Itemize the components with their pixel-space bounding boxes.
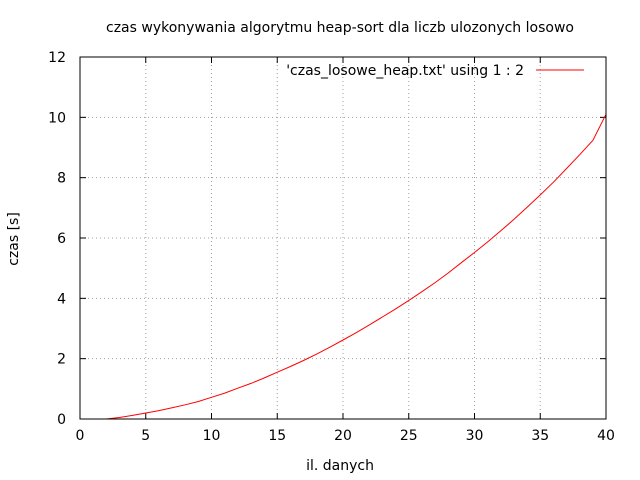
series-line	[106, 114, 607, 420]
y-tick-label: 8	[57, 171, 66, 187]
y-axis-label: czas [s]	[6, 212, 22, 266]
legend-label: 'czas_losowe_heap.txt' using 1 : 2	[286, 63, 524, 79]
plot-frame	[79, 56, 607, 420]
x-tick-label: 5	[141, 428, 150, 444]
x-tick-label: 0	[76, 428, 85, 444]
y-tick-label: 10	[48, 110, 66, 126]
y-tick-label: 0	[57, 412, 66, 428]
x-tick-label: 20	[334, 428, 352, 444]
y-tick-label: 4	[57, 291, 66, 307]
y-tick-label: 2	[57, 352, 66, 368]
chart-title: czas wykonywania algorytmu heap-sort dla…	[106, 20, 574, 36]
x-tick-label: 35	[531, 428, 549, 444]
y-tick-label: 6	[57, 231, 66, 247]
x-tick-label: 10	[203, 428, 221, 444]
x-tick-label: 15	[268, 428, 286, 444]
x-tick-label: 30	[466, 428, 484, 444]
grid	[80, 57, 606, 419]
x-tick-label: 25	[400, 428, 418, 444]
y-tick-label: 12	[48, 50, 66, 66]
legend: 'czas_losowe_heap.txt' using 1 : 2	[286, 63, 584, 79]
x-axis-label: il. danych	[306, 458, 374, 474]
series-layer	[106, 114, 607, 420]
x-tick-label: 40	[597, 428, 615, 444]
axis-ticks: 0 5 10 15 20 25 30 35 40 0 2 4 6 8 10 12	[48, 50, 615, 444]
